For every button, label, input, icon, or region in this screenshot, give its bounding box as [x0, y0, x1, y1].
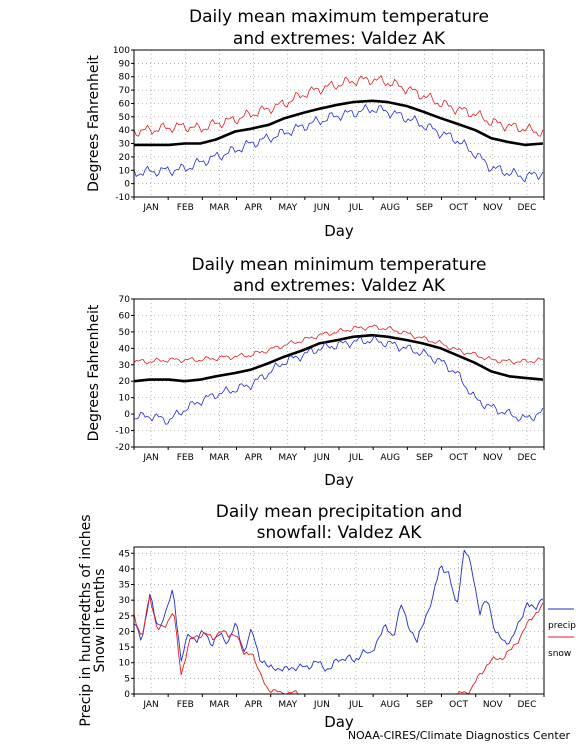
- x-tick-label: SEP: [416, 453, 433, 463]
- y-tick-label: 50: [119, 113, 131, 123]
- x-tick-label: JAN: [142, 203, 158, 213]
- x-tick-label: NOV: [483, 700, 504, 710]
- x-tick-label: OCT: [449, 700, 468, 710]
- y-tick-label: 70: [119, 295, 131, 305]
- x-tick-label: APR: [245, 700, 263, 710]
- y-axis-label: Precip in hundredths of inches: [78, 514, 94, 726]
- y-tick-label: 40: [119, 126, 131, 136]
- x-tick-label: FEB: [177, 700, 194, 710]
- y-tick-label: 45: [119, 549, 130, 559]
- x-tick-label: MAR: [209, 700, 229, 710]
- chart-title: and extremes: Valdez AK: [233, 29, 446, 49]
- x-axis-label: Day: [324, 471, 354, 489]
- x-tick-label: AUG: [380, 700, 400, 710]
- x-axis-label: Day: [324, 222, 354, 240]
- y-tick-label: 0: [124, 180, 130, 190]
- x-tick-label: JUN: [313, 453, 330, 463]
- x-tick-label: SEP: [416, 700, 433, 710]
- y-tick-label: 20: [119, 153, 131, 163]
- record-high-line: [133, 75, 544, 137]
- x-tick-label: AUG: [380, 203, 400, 213]
- y-tick-label: 60: [119, 311, 131, 321]
- x-tick-label: FEB: [177, 203, 194, 213]
- y-tick-label: 90: [119, 59, 131, 69]
- y-tick-label: 10: [119, 394, 131, 404]
- y-tick-label: 60: [119, 99, 131, 109]
- credit-label: NOAA-CIRES/Climate Diagnostics Center: [347, 729, 570, 742]
- record-low-line: [133, 104, 544, 183]
- x-tick-label: JUL: [348, 700, 363, 710]
- y-axis-label: Degrees Fahrenheit: [86, 304, 102, 441]
- chart-title: and extremes: Valdez AK: [233, 276, 446, 296]
- chart-title: snowfall: Valdez AK: [257, 523, 423, 543]
- y-tick-label: 35: [119, 581, 130, 591]
- snow-line: [133, 595, 544, 695]
- x-axis-label: Day: [324, 713, 354, 731]
- x-tick-label: DEC: [517, 700, 536, 710]
- y-tick-label: 5: [124, 674, 130, 684]
- x-tick-label: JUL: [348, 453, 363, 463]
- plot-frame: [133, 298, 545, 448]
- x-tick-label: AUG: [380, 453, 400, 463]
- y-tick-label: 40: [119, 565, 131, 575]
- y-tick-label: 25: [119, 612, 130, 622]
- y-tick-label: 0: [124, 410, 130, 420]
- x-tick-label: DEC: [517, 203, 536, 213]
- x-tick-label: JAN: [142, 453, 158, 463]
- x-tick-label: MAR: [209, 453, 229, 463]
- mean-line: [133, 333, 544, 383]
- y-tick-label: 50: [119, 328, 131, 338]
- legend-label-precip: precip: [548, 621, 576, 631]
- record-high-line: [133, 324, 543, 365]
- mean-line: [134, 99, 544, 147]
- y-tick-label: 30: [119, 361, 131, 371]
- x-tick-label: JAN: [142, 700, 158, 710]
- chart-title: Daily mean maximum temperature: [189, 7, 489, 27]
- chart-title: Daily mean precipitation and: [216, 502, 463, 522]
- x-tick-label: JUN: [313, 203, 330, 213]
- y-tick-label: 100: [113, 46, 130, 56]
- y-tick-label: 70: [119, 86, 131, 96]
- x-tick-label: APR: [245, 453, 263, 463]
- y-tick-label: 15: [119, 643, 130, 653]
- x-tick-label: MAY: [278, 203, 297, 213]
- y-tick-label: -10: [115, 427, 130, 437]
- x-tick-label: OCT: [449, 453, 468, 463]
- chart-title: Daily mean minimum temperature: [192, 255, 487, 275]
- x-tick-label: SEP: [416, 203, 433, 213]
- x-tick-label: MAY: [278, 700, 297, 710]
- legend-label-snow: snow: [548, 649, 571, 659]
- x-tick-label: DEC: [517, 453, 536, 463]
- x-tick-label: JUN: [313, 700, 330, 710]
- x-tick-label: FEB: [177, 453, 194, 463]
- y-tick-label: -10: [115, 193, 130, 203]
- x-tick-label: OCT: [449, 203, 468, 213]
- y-tick-label: -20: [115, 443, 130, 453]
- y-tick-label: 80: [119, 73, 131, 83]
- precip-line: [133, 549, 544, 672]
- record-low-line: [133, 335, 544, 425]
- x-tick-label: JUL: [348, 203, 363, 213]
- y-axis-label: Snow in tenths: [92, 568, 108, 672]
- y-tick-label: 10: [119, 166, 131, 176]
- x-tick-label: NOV: [483, 453, 504, 463]
- y-tick-label: 10: [119, 659, 131, 669]
- y-tick-label: 20: [119, 627, 131, 637]
- y-tick-label: 30: [119, 140, 131, 150]
- y-tick-label: 40: [119, 344, 131, 354]
- plot-frame: [133, 49, 545, 198]
- y-tick-label: 30: [119, 596, 131, 606]
- y-axis-label: Degrees Fahrenheit: [86, 55, 102, 192]
- x-tick-label: APR: [245, 203, 263, 213]
- y-tick-label: 0: [124, 690, 130, 700]
- y-tick-label: 20: [119, 377, 131, 387]
- x-tick-label: MAY: [278, 453, 297, 463]
- x-tick-label: MAR: [209, 203, 229, 213]
- x-tick-label: NOV: [483, 203, 504, 213]
